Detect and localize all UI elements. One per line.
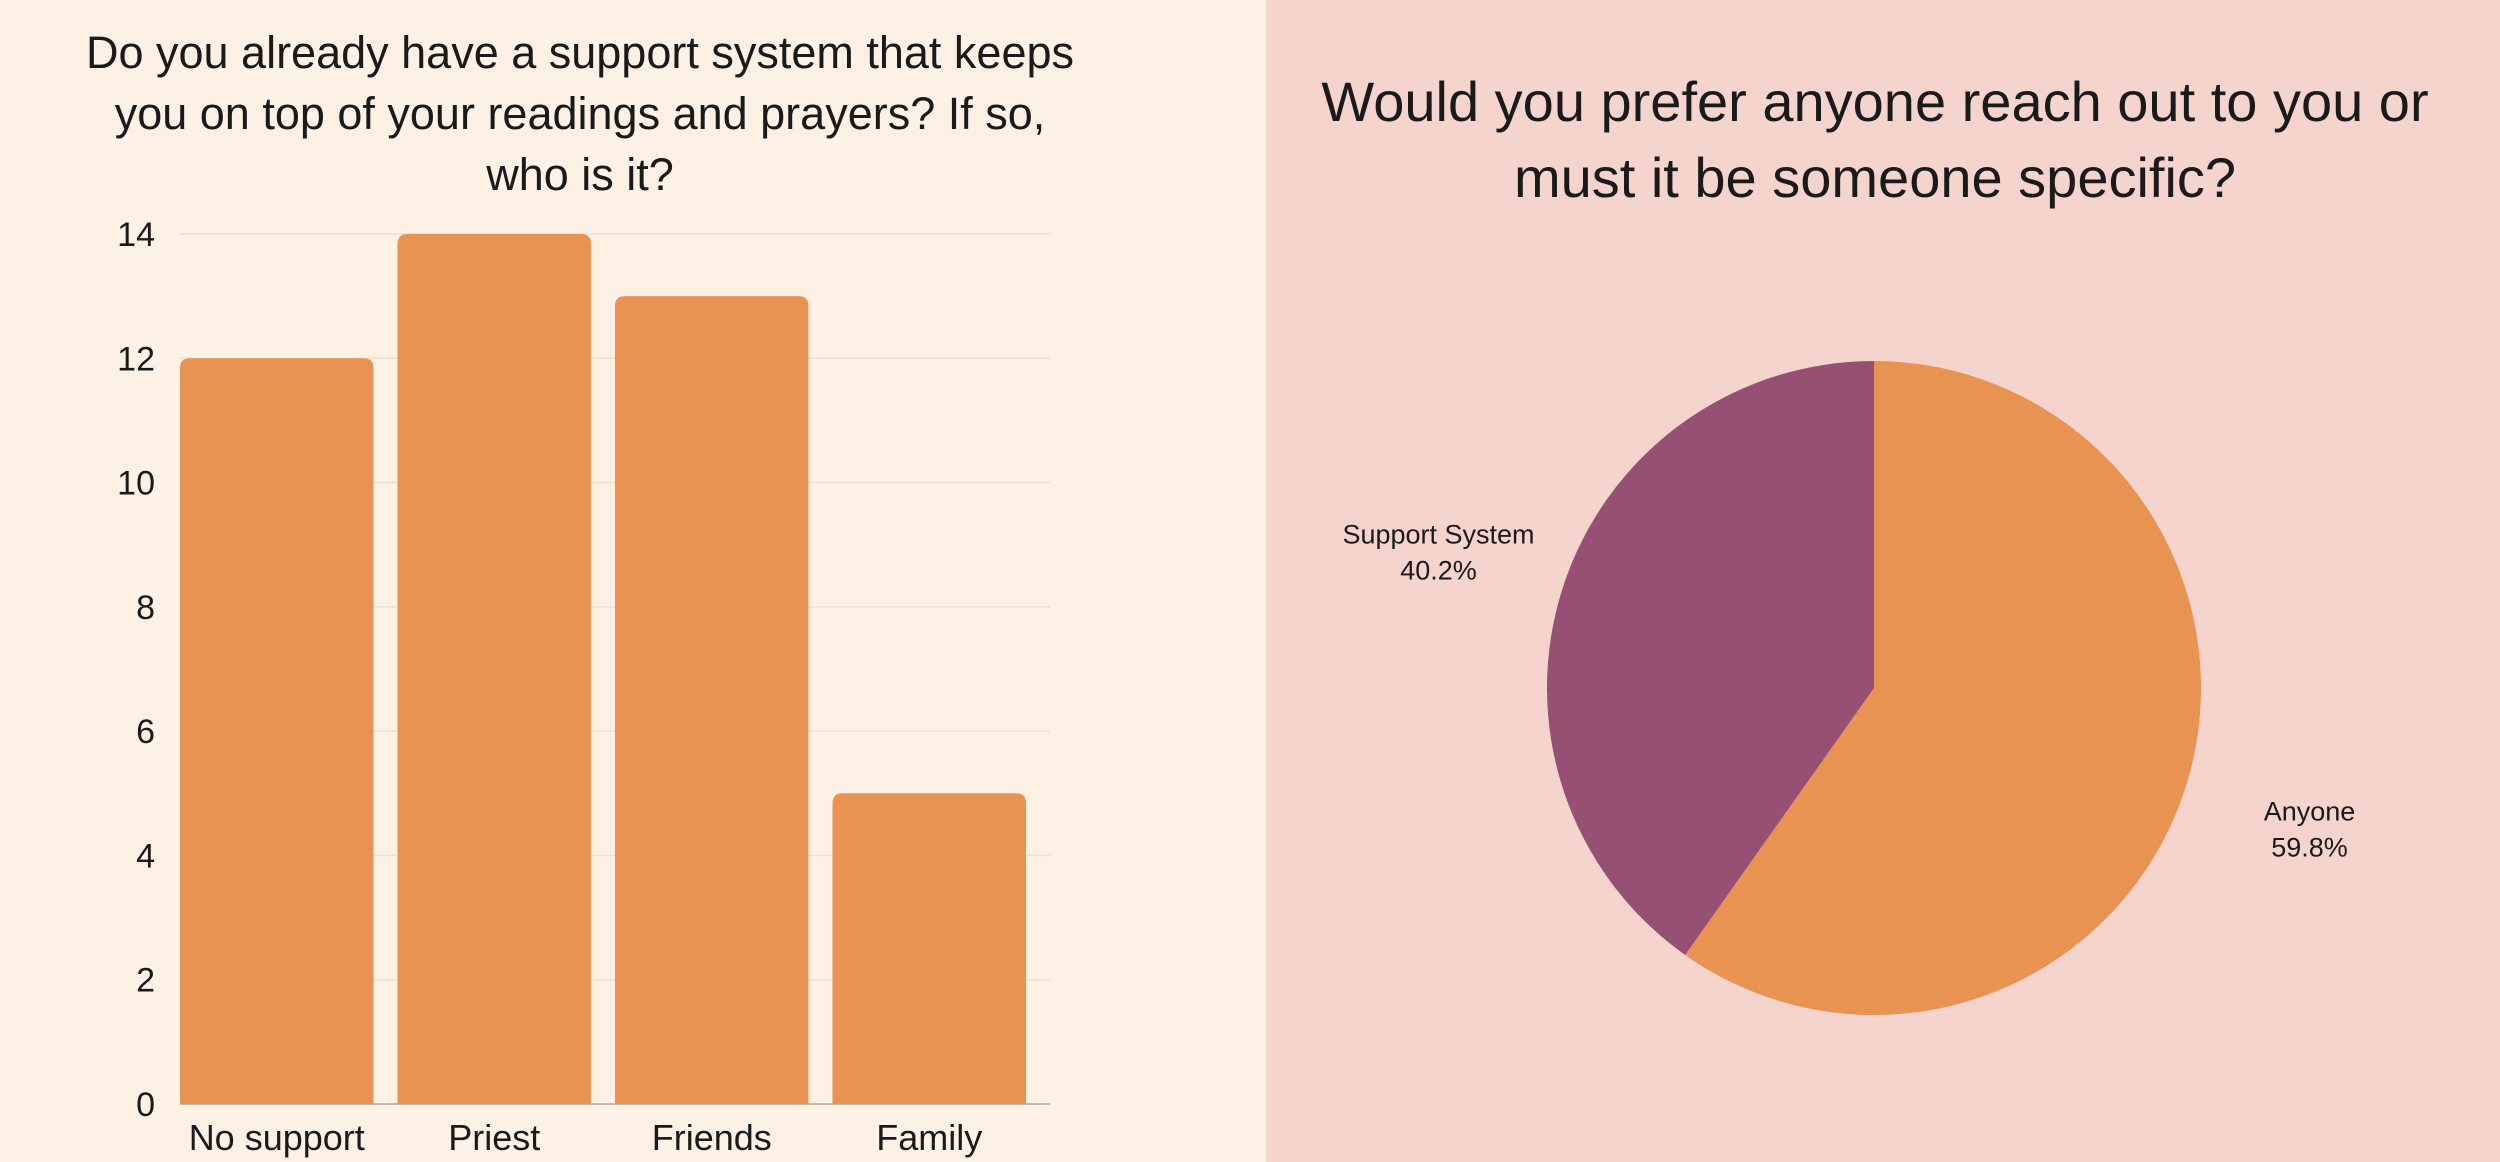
y-tick-label: 2 bbox=[136, 962, 155, 1000]
y-tick-label: 4 bbox=[136, 837, 155, 875]
bar-friends bbox=[615, 296, 809, 1105]
x-category-label: Family bbox=[876, 1117, 982, 1158]
x-category-label: Priest bbox=[448, 1117, 540, 1158]
pie-labels: Anyone 59.8% Support System 40.2% bbox=[1342, 520, 2355, 863]
bar-y-ticks: 0 2 4 6 8 10 12 14 bbox=[117, 216, 155, 1124]
y-tick-label: 14 bbox=[117, 216, 155, 254]
pie-label-percent: 40.2% bbox=[1400, 556, 1477, 586]
bar-no-support bbox=[180, 358, 374, 1104]
y-tick-label: 10 bbox=[117, 465, 155, 503]
bar-x-labels: No support Priest Friends Family bbox=[189, 1117, 983, 1158]
y-tick-label: 8 bbox=[136, 589, 155, 627]
pie-label-percent: 59.8% bbox=[2271, 832, 2348, 862]
y-tick-label: 12 bbox=[117, 340, 155, 378]
y-tick-label: 0 bbox=[136, 1086, 155, 1124]
pie-slice-support-system bbox=[1546, 360, 1874, 955]
pie-slice-anyone bbox=[1685, 361, 2202, 1015]
pie-label-name: Anyone bbox=[2264, 796, 2356, 826]
bar-priest bbox=[397, 234, 591, 1104]
x-category-label: Friends bbox=[652, 1117, 772, 1158]
bar-family bbox=[832, 793, 1026, 1104]
bar-chart-title: Do you already have a support system tha… bbox=[85, 27, 1075, 200]
pie-label-name: Support System bbox=[1342, 520, 1534, 550]
pie-slices bbox=[1546, 360, 2202, 1015]
bar-series bbox=[180, 234, 1026, 1105]
pie-chart-title: Would you prefer anyone reach out to you… bbox=[1321, 70, 2429, 209]
x-category-label: No support bbox=[189, 1117, 365, 1158]
y-tick-label: 6 bbox=[136, 713, 155, 751]
